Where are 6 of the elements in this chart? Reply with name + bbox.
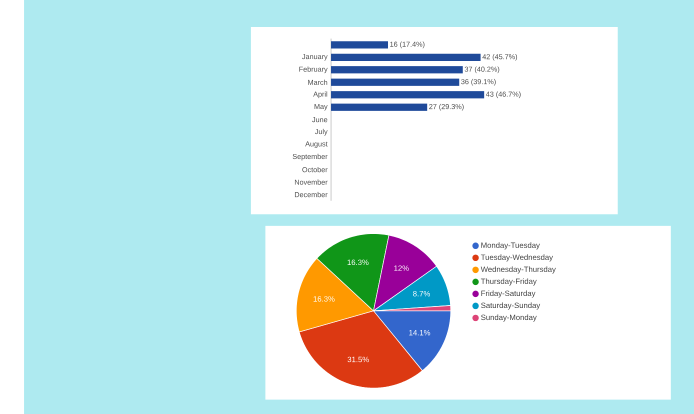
bar [331,78,460,86]
bar [331,41,388,48]
bar [331,54,481,61]
bar [331,66,463,74]
bar [331,91,484,98]
bar [331,104,428,111]
